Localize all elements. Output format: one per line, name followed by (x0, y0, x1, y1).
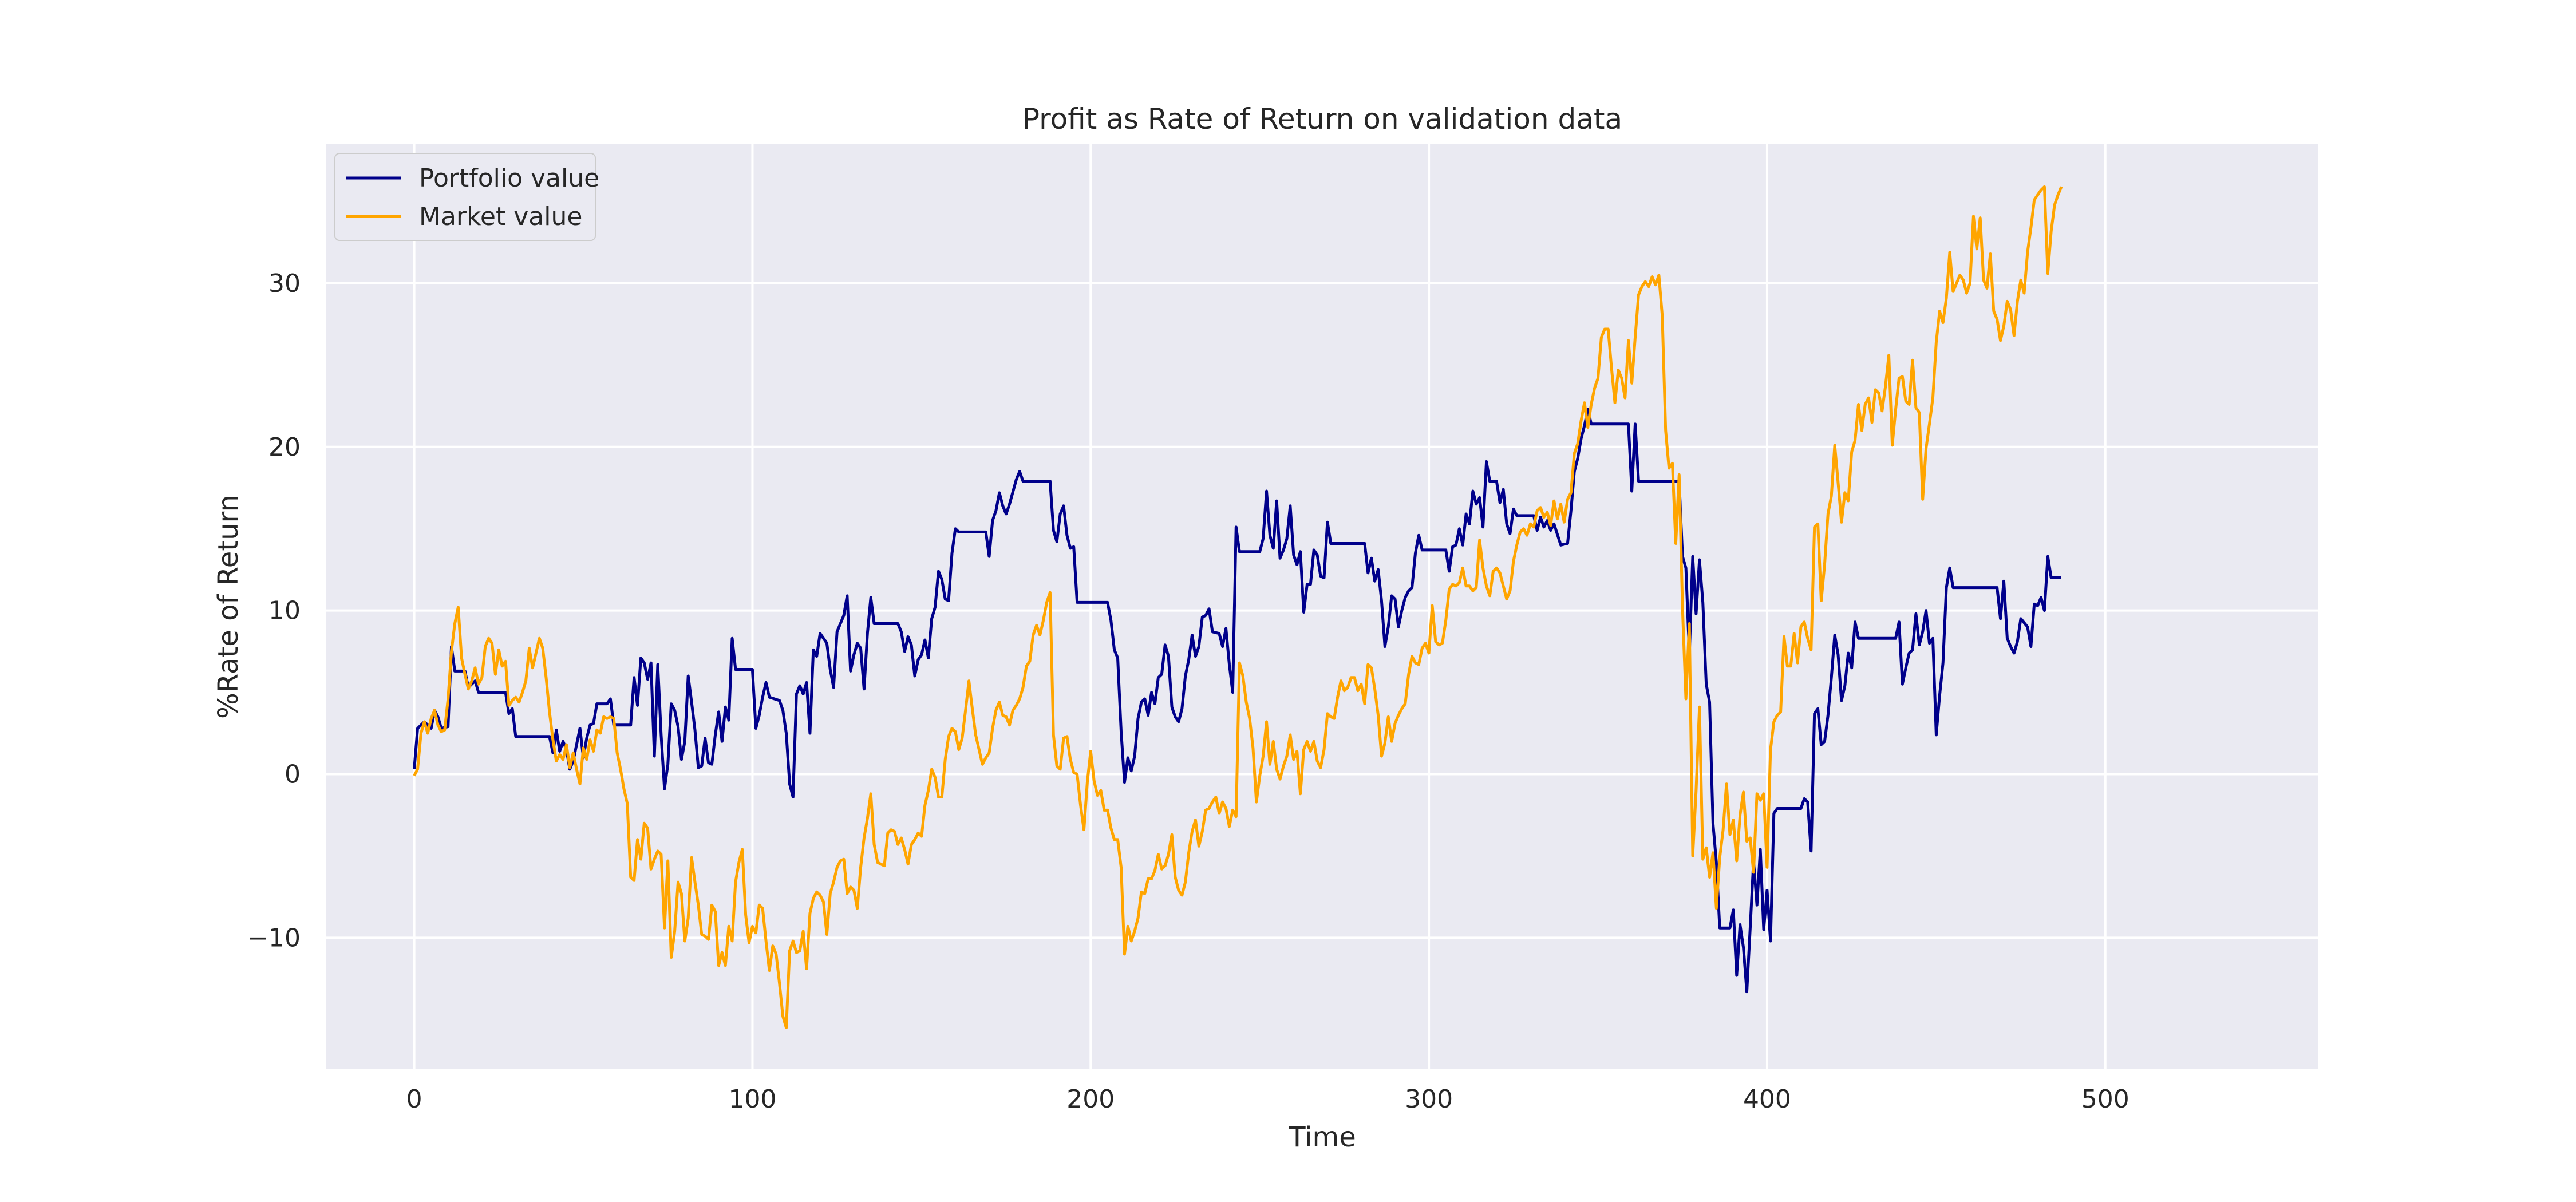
y-tick-label: 30 (268, 269, 301, 298)
x-tick-label: 100 (728, 1085, 776, 1114)
x-axis-label: Time (1288, 1121, 1356, 1153)
plot-area (326, 144, 2318, 1069)
y-tick-label: 10 (268, 596, 301, 626)
y-tick-label: 20 (268, 433, 301, 462)
legend-label-portfolio: Portfolio value (419, 164, 599, 193)
legend-box (334, 153, 596, 241)
x-tick-label: 500 (2081, 1085, 2129, 1114)
legend: Portfolio value Market value (334, 153, 599, 241)
x-tick-labels: 0 100 200 300 400 500 (406, 1085, 2129, 1114)
legend-label-market: Market value (419, 202, 582, 231)
y-tick-label: 0 (285, 760, 301, 789)
series-line-portfolio-value (413, 408, 2061, 994)
series-lines (413, 185, 2063, 1029)
y-tick-label: −10 (247, 923, 301, 952)
x-tick-label: 0 (406, 1085, 422, 1114)
series-line-market-value (413, 185, 2063, 1029)
x-tick-label: 400 (1743, 1085, 1791, 1114)
y-axis-label: %Rate of Return (212, 495, 244, 719)
x-tick-label: 200 (1066, 1085, 1115, 1114)
x-tick-label: 300 (1405, 1085, 1453, 1114)
chart-title: Profit as Rate of Return on validation d… (1022, 102, 1622, 136)
y-tick-labels: −10 0 10 20 30 (247, 269, 301, 952)
